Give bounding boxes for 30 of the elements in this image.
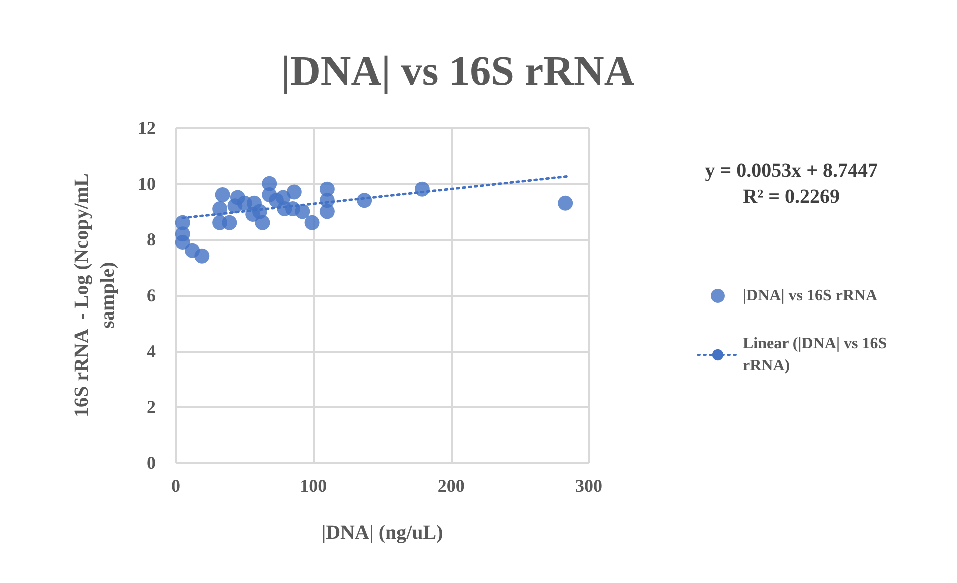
y-tick-label: 0 xyxy=(147,453,156,473)
point xyxy=(414,182,430,197)
point xyxy=(558,196,574,211)
text: y = 0.0053x + 8.7447 R² = 0.2269 xyxy=(705,160,878,208)
x-axis-title: |DNA| (ng/uL) xyxy=(322,522,444,544)
point xyxy=(215,188,230,202)
x-tick-label: 200 xyxy=(438,476,465,496)
y-tick-label: 10 xyxy=(138,174,156,194)
y-tick-label: 4 xyxy=(147,341,156,362)
point xyxy=(175,234,190,250)
point xyxy=(304,215,320,230)
y-axis-title: 16S rRNA - Log (Ncopy/mL sample) xyxy=(71,174,119,418)
point xyxy=(295,204,310,220)
legend-label: Linear (|DNA| vs 16S rRNA) xyxy=(743,336,892,374)
legend-label: |DNA| vs 16S rRNA xyxy=(743,288,878,304)
chart-title: |DNA| vs 16S rRNA xyxy=(281,49,636,95)
point xyxy=(212,201,228,216)
point xyxy=(194,248,210,264)
x-tick-label: 100 xyxy=(300,476,328,496)
point xyxy=(286,184,302,200)
point xyxy=(357,193,372,208)
y-tick-label: 12 xyxy=(138,118,156,138)
point xyxy=(320,204,335,220)
y-tick-label: 6 xyxy=(147,286,156,306)
point xyxy=(255,215,270,230)
y-tick-label: 2 xyxy=(147,397,156,418)
point xyxy=(222,215,238,230)
x-tick-label: 300 xyxy=(576,476,602,496)
x-tick-label: 0 xyxy=(172,476,180,496)
y-tick-label: 8 xyxy=(147,230,156,250)
